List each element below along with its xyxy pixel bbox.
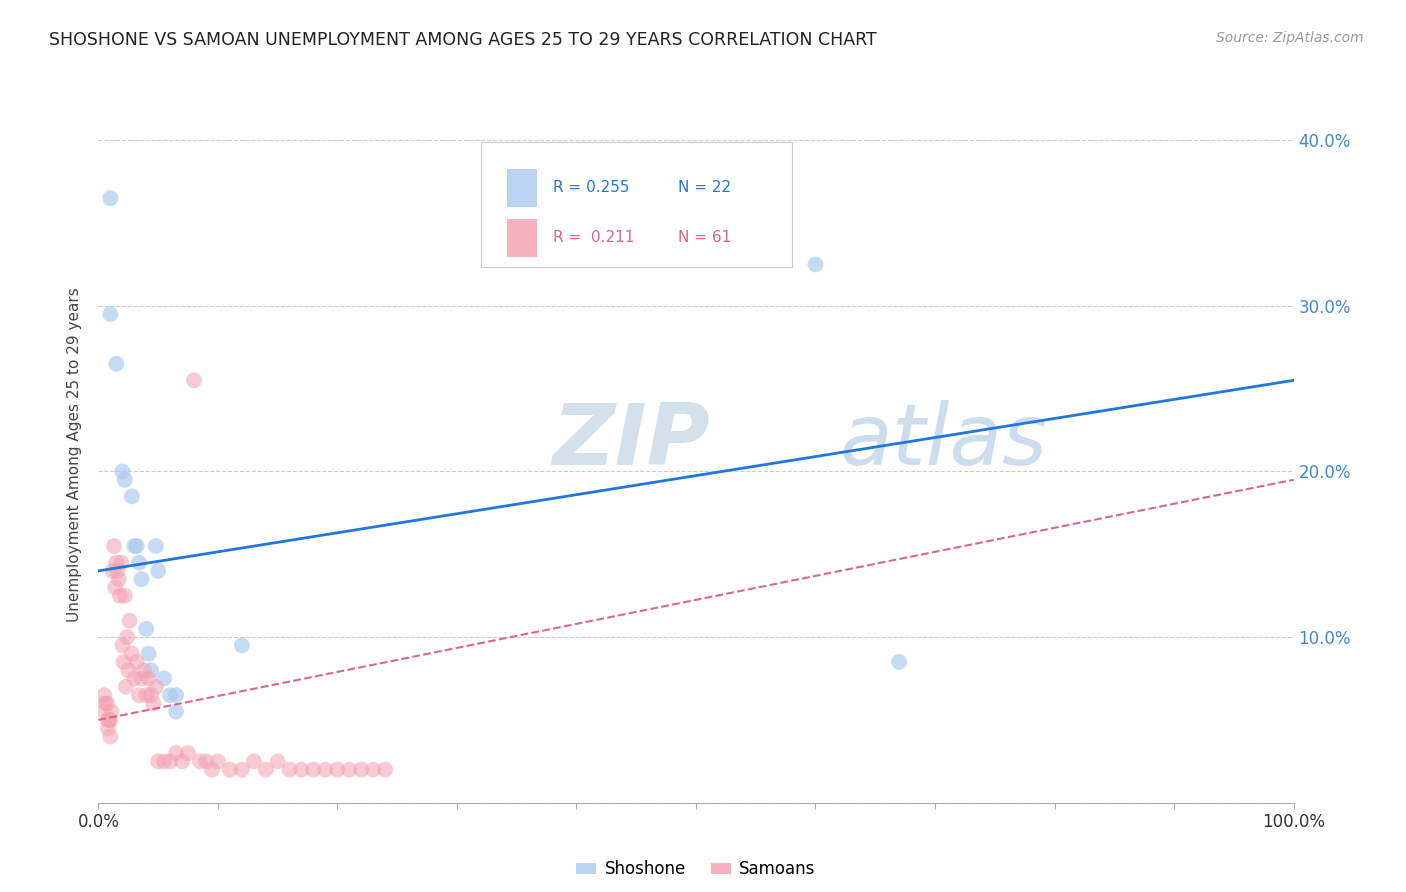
Point	[111, 465, 134, 479]
Point	[94, 697, 117, 711]
Text: ZIP: ZIP	[553, 400, 710, 483]
Point	[103, 539, 125, 553]
FancyBboxPatch shape	[481, 142, 792, 267]
Point	[114, 589, 136, 603]
Point	[165, 688, 187, 702]
Point	[139, 663, 162, 677]
Point	[100, 705, 122, 719]
Point	[97, 721, 120, 735]
Point	[374, 763, 396, 777]
Point	[165, 705, 187, 719]
Point	[326, 763, 349, 777]
Point	[96, 697, 118, 711]
Point	[132, 663, 155, 677]
Point	[135, 622, 157, 636]
Point	[107, 564, 129, 578]
Point	[804, 257, 827, 271]
Point	[110, 556, 132, 570]
Point	[107, 572, 129, 586]
Point	[159, 688, 181, 702]
Point	[267, 755, 290, 769]
Point	[108, 589, 131, 603]
Point	[101, 564, 124, 578]
Point	[231, 763, 253, 777]
Point	[117, 663, 139, 677]
Point	[111, 639, 134, 653]
Point	[114, 473, 136, 487]
Point	[194, 755, 218, 769]
Point	[339, 763, 360, 777]
Point	[142, 697, 165, 711]
Text: R = 0.255: R = 0.255	[553, 180, 628, 195]
Point	[139, 688, 162, 702]
Point	[124, 672, 146, 686]
Point	[115, 680, 138, 694]
Point	[188, 755, 211, 769]
Point	[243, 755, 266, 769]
Point	[201, 763, 224, 777]
Point	[207, 755, 229, 769]
Y-axis label: Unemployment Among Ages 25 to 29 years: Unemployment Among Ages 25 to 29 years	[67, 287, 83, 623]
Point	[124, 539, 146, 553]
Point	[153, 755, 176, 769]
Point	[125, 539, 148, 553]
Point	[128, 556, 150, 570]
Point	[112, 655, 135, 669]
Point	[159, 755, 181, 769]
Point	[148, 755, 170, 769]
Point	[128, 688, 150, 702]
Point	[98, 730, 122, 744]
Point	[131, 572, 153, 586]
Text: Source: ZipAtlas.com: Source: ZipAtlas.com	[1216, 31, 1364, 45]
Point	[363, 763, 385, 777]
Point	[105, 357, 128, 371]
Point	[93, 705, 115, 719]
Point	[145, 539, 167, 553]
Point	[302, 763, 325, 777]
Point	[254, 763, 277, 777]
Point	[172, 755, 194, 769]
Point	[219, 763, 242, 777]
Point	[98, 307, 122, 321]
Point	[131, 672, 153, 686]
Point	[93, 688, 115, 702]
Point	[165, 746, 187, 760]
Point	[115, 630, 138, 644]
Text: N = 61: N = 61	[678, 230, 731, 245]
Point	[231, 639, 253, 653]
Point	[97, 713, 120, 727]
Point	[104, 581, 127, 595]
Text: atlas: atlas	[839, 400, 1047, 483]
Point	[278, 763, 301, 777]
Point	[121, 489, 143, 503]
Point	[125, 655, 148, 669]
Text: R =  0.211: R = 0.211	[553, 230, 634, 245]
Point	[138, 672, 160, 686]
Point	[135, 688, 157, 702]
Point	[121, 647, 143, 661]
Point	[889, 655, 911, 669]
Point	[98, 191, 122, 205]
FancyBboxPatch shape	[508, 219, 537, 257]
Point	[98, 713, 121, 727]
Point	[105, 556, 128, 570]
FancyBboxPatch shape	[508, 169, 537, 207]
Point	[98, 713, 122, 727]
Point	[118, 614, 141, 628]
Point	[153, 672, 176, 686]
Text: SHOSHONE VS SAMOAN UNEMPLOYMENT AMONG AGES 25 TO 29 YEARS CORRELATION CHART: SHOSHONE VS SAMOAN UNEMPLOYMENT AMONG AG…	[49, 31, 877, 49]
Point	[177, 746, 200, 760]
Legend: Shoshone, Samoans: Shoshone, Samoans	[569, 854, 823, 885]
Point	[315, 763, 337, 777]
Point	[148, 564, 170, 578]
Point	[350, 763, 373, 777]
Point	[145, 680, 167, 694]
Text: N = 22: N = 22	[678, 180, 731, 195]
Point	[183, 373, 205, 387]
Point	[138, 647, 160, 661]
Point	[291, 763, 314, 777]
